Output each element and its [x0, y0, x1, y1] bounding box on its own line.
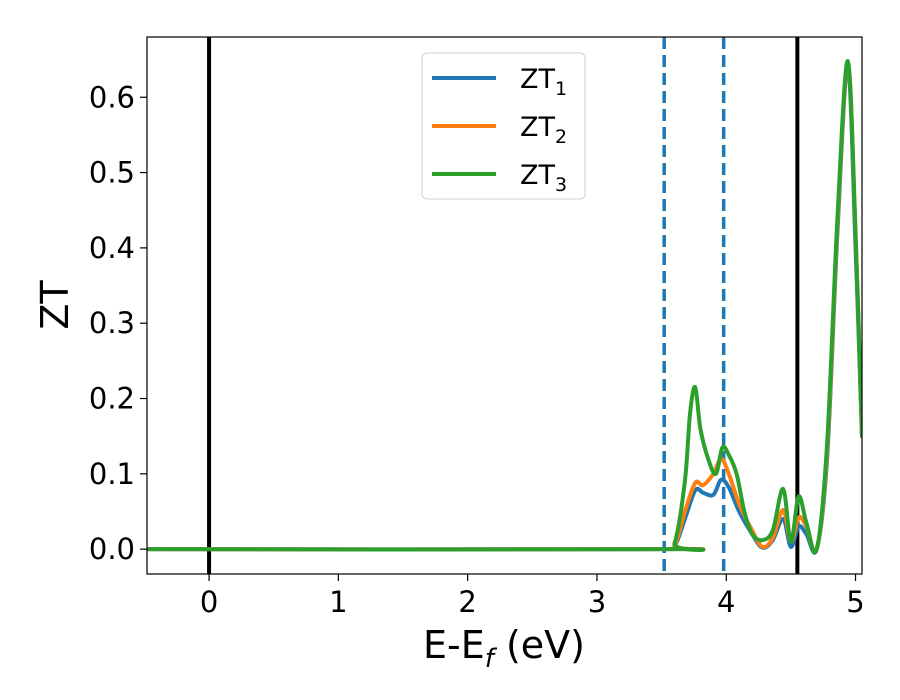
legend: ZT1 ZT2 ZT3: [421, 52, 586, 200]
plot-frame: [146, 36, 863, 575]
legend-entries: ZT1 ZT2 ZT3: [432, 64, 567, 196]
x-tick-label: 4: [717, 585, 735, 619]
y-tick-label: 0.5: [89, 156, 135, 190]
y-tick-label: 0.4: [89, 231, 135, 265]
y-tick-label: 0.3: [89, 306, 135, 340]
x-axis-ticks: 0 1 2 3 4 5: [200, 574, 865, 619]
x-tick-label: 1: [329, 585, 347, 619]
x-axis-label: E-Ef (eV): [423, 623, 585, 674]
x-tick-label: 3: [588, 585, 606, 619]
reference-lines: [207, 37, 800, 574]
legend-label-zt1: ZT1: [520, 64, 567, 100]
y-axis-label: ZT: [33, 280, 77, 330]
series-lines: [147, 59, 862, 555]
series-line-zt3: [147, 59, 862, 555]
y-tick-label: 0.2: [89, 382, 135, 416]
legend-box: [421, 52, 586, 200]
y-tick-label: 0.6: [89, 80, 135, 114]
x-axis-label-unit: (eV): [494, 623, 585, 667]
x-axis-label-main: E-E: [423, 623, 485, 667]
x-tick-label: 0: [200, 585, 218, 619]
y-tick-label: 0.0: [89, 532, 135, 566]
y-tick-label: 0.1: [89, 457, 135, 491]
x-tick-label: 5: [846, 585, 864, 619]
x-tick-label: 2: [458, 585, 476, 619]
legend-label-zt3: ZT3: [520, 160, 567, 196]
legend-label-zt2: ZT2: [520, 112, 567, 148]
y-axis-ticks: 0.0 0.1 0.2 0.3 0.4 0.5 0.6: [89, 80, 147, 566]
